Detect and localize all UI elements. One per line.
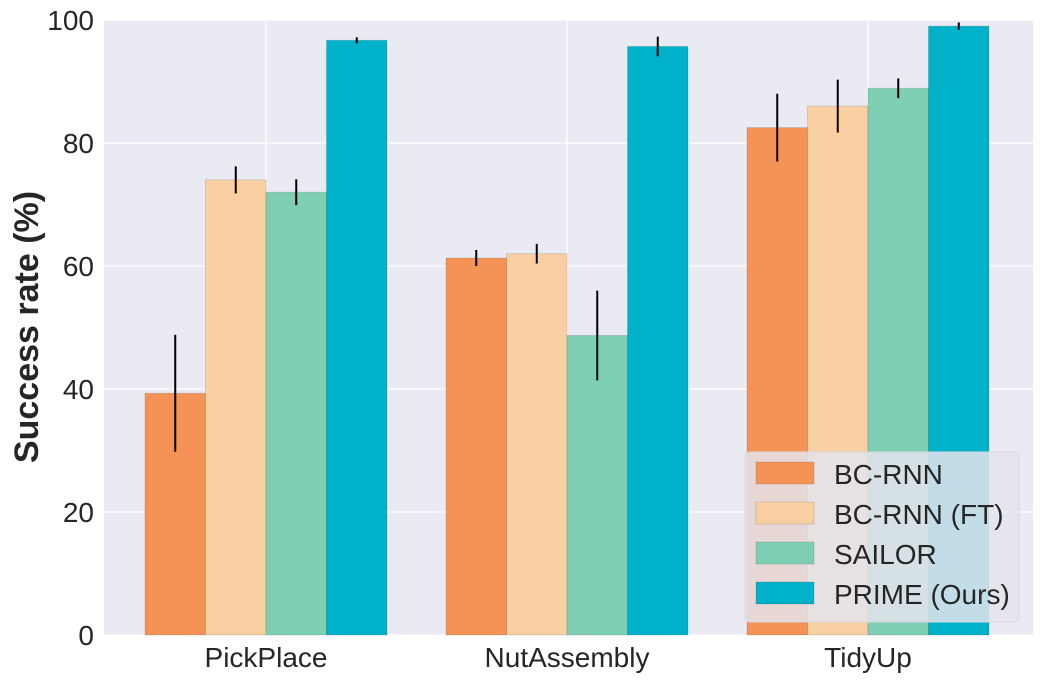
bar [326, 39, 388, 636]
y-tick-label: 0 [78, 620, 94, 651]
x-tick-label: TidyUp [824, 642, 912, 673]
y-tick-label: 40 [63, 374, 94, 405]
bar [265, 191, 327, 636]
y-tick-label: 100 [47, 5, 94, 36]
legend: BC-RNN BC-RNN (FT) SAILOR PRIME (Ours) [744, 451, 1020, 623]
legend-swatch [755, 541, 815, 565]
legend-label: BC-RNN [834, 459, 943, 490]
y-tick-label: 60 [63, 251, 94, 282]
x-tick-label: PickPlace [205, 642, 328, 673]
legend-label: PRIME (Ours) [834, 579, 1010, 610]
bars [144, 25, 990, 636]
bar [627, 45, 689, 636]
error-bars [174, 22, 960, 452]
bar [445, 257, 507, 636]
bar [566, 334, 628, 636]
x-tick-label: NutAssembly [485, 642, 650, 673]
legend-swatch [755, 581, 815, 605]
legend-swatch [755, 461, 815, 485]
bar [506, 253, 568, 636]
legend-box [744, 451, 1020, 623]
legend-label: SAILOR [834, 539, 937, 570]
bar [205, 179, 267, 636]
y-tick-label: 80 [63, 128, 94, 159]
y-tick-labels: 0 20 40 60 80 100 [47, 5, 94, 651]
legend-label: BC-RNN (FT) [834, 499, 1004, 530]
x-tick-labels: PickPlace NutAssembly TidyUp [205, 642, 912, 673]
y-tick-label: 20 [63, 497, 94, 528]
legend-swatch [755, 501, 815, 525]
y-axis-title: Success rate (%) [8, 191, 46, 463]
